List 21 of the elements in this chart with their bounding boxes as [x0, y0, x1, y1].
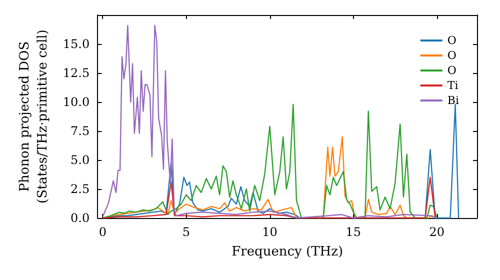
x-tick-label: 15 [346, 225, 361, 239]
y-tick-label: 0.0 [70, 211, 90, 225]
legend-label: O [447, 64, 456, 77]
legend-label: O [447, 49, 456, 62]
legend-label: Ti [447, 79, 459, 92]
y-tick-label: 2.5 [70, 182, 90, 196]
legend-label: Bi [447, 94, 460, 107]
y-tick-label: 15.0 [62, 37, 90, 51]
x-tick-label: 20 [429, 225, 445, 239]
y-axis-title: Phonon projected DOS (States/THz·primitive cell) [18, 29, 50, 204]
legend-label: O [447, 34, 456, 47]
x-tick-label: 10 [262, 225, 278, 239]
x-tick-label: 0 [98, 225, 106, 239]
line-series [102, 176, 436, 219]
line-series [102, 24, 438, 219]
y-tick-label: 7.5 [70, 124, 90, 138]
x-axis-title: Frequency (THz) [232, 244, 344, 260]
y-tick-label: 12.5 [62, 66, 90, 80]
y-tick-label: 5.0 [70, 153, 90, 167]
x-tick-label: 5 [182, 225, 190, 239]
y-tick-label: 10.0 [62, 95, 90, 109]
